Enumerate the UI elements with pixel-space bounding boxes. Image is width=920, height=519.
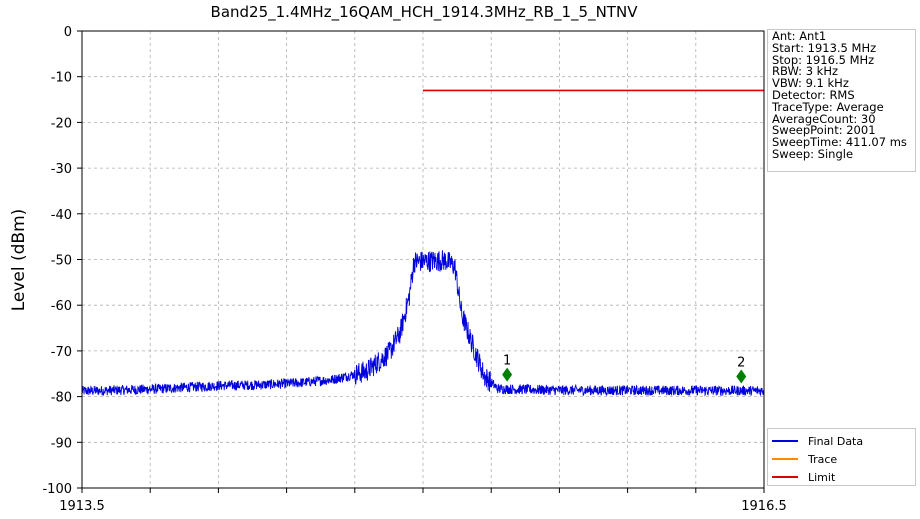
x-tick-label-end: 1916.5 xyxy=(741,499,787,514)
final-data-trace-line xyxy=(81,250,765,397)
legend-item-trace: Trace xyxy=(772,450,915,468)
chart-legend: Final Data Trace Limit xyxy=(767,428,916,486)
marker-2-label: 2 xyxy=(737,355,745,370)
info-rbw: RBW: 3 kHz xyxy=(772,64,839,79)
y-tick-label: -30 xyxy=(51,162,72,177)
y-tick-label: -10 xyxy=(51,71,72,86)
info-sweep-time: SweepTime: 411.07 ms xyxy=(772,135,907,150)
measurement-info-box: Ant: Ant1 Start: 1913.5 MHz Stop: 1916.5… xyxy=(767,29,916,172)
info-sweep-point: SweepPoint: 2001 xyxy=(772,123,876,138)
marker-1-label: 1 xyxy=(503,354,511,369)
legend-label-limit: Limit xyxy=(808,470,836,484)
chart-title: Band25_1.4MHz_16QAM_HCH_1914.3MHz_RB_1_5… xyxy=(211,3,639,22)
legend-swatch-final-data xyxy=(772,440,798,442)
legend-swatch-trace xyxy=(772,458,798,460)
marker-2-diamond xyxy=(736,369,747,384)
y-tick-label: -70 xyxy=(51,345,72,360)
ticks-group: 0 -10 -20 -30 -40 -50 -60 -70 -80 -90 -100 xyxy=(42,25,765,497)
legend-label-final-data: Final Data xyxy=(808,434,864,448)
y-tick-label: -80 xyxy=(51,391,72,406)
y-axis-label: Level (dBm) xyxy=(9,209,29,312)
info-trace-type: TraceType: Average xyxy=(772,99,884,114)
info-antenna: Ant: Ant1 xyxy=(772,29,827,43)
info-start-frequency: Start: 1913.5 MHz xyxy=(772,40,877,55)
y-tick-label: 0 xyxy=(64,25,72,40)
legend-item-limit: Limit xyxy=(772,468,915,486)
y-tick-label: -40 xyxy=(51,208,72,223)
legend-item-final-data: Final Data xyxy=(772,432,915,450)
info-stop-frequency: Stop: 1916.5 MHz xyxy=(772,52,875,67)
y-tick-label: -60 xyxy=(51,299,72,314)
y-tick-label: -20 xyxy=(51,116,72,131)
info-vbw: VBW: 9.1 kHz xyxy=(772,76,849,91)
final-data-trace-group xyxy=(81,250,765,397)
info-sweep-mode: Sweep: Single xyxy=(772,146,854,161)
x-tick-label-start: 1913.5 xyxy=(59,499,105,514)
marker-1-diamond xyxy=(502,367,513,382)
y-tick-label: -50 xyxy=(51,254,72,269)
y-tick-label: -100 xyxy=(42,482,72,497)
y-tick-label: -90 xyxy=(51,436,72,451)
legend-swatch-limit xyxy=(772,476,798,478)
info-detector: Detector: RMS xyxy=(772,87,855,102)
info-average-count: AverageCount: 30 xyxy=(772,111,876,126)
legend-label-trace: Trace xyxy=(808,452,838,466)
